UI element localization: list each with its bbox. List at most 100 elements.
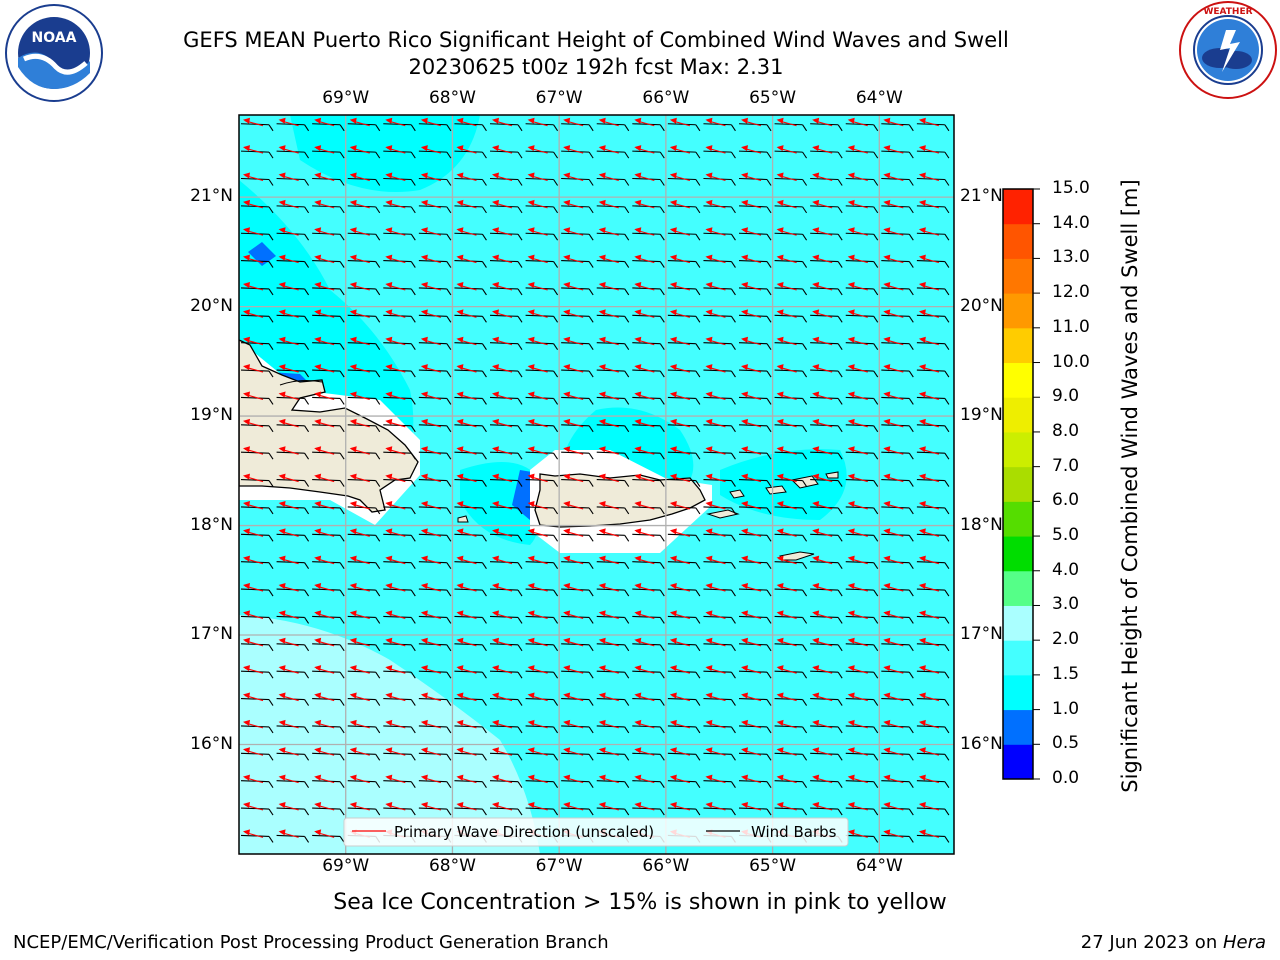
wave-arrow bbox=[243, 391, 264, 400]
wave-arrow bbox=[456, 555, 477, 565]
wind-barb bbox=[240, 506, 274, 515]
wave-arrow bbox=[741, 364, 762, 373]
wind-barb bbox=[703, 506, 736, 515]
wind-barb bbox=[667, 260, 701, 268]
wind-barb bbox=[774, 205, 808, 214]
wave-arrow bbox=[243, 254, 264, 264]
wave-arrow bbox=[598, 446, 619, 455]
wave-arrow bbox=[278, 637, 299, 647]
wave-arrow bbox=[314, 172, 335, 182]
wind-barb bbox=[596, 561, 630, 569]
wave-arrow bbox=[741, 309, 762, 318]
wind-barb bbox=[240, 287, 274, 296]
wave-arrow bbox=[385, 555, 406, 565]
wave-arrow bbox=[812, 500, 833, 510]
wind-barb bbox=[916, 533, 950, 542]
wind-barb bbox=[418, 451, 452, 460]
wave-arrow bbox=[634, 199, 655, 209]
wave-arrow bbox=[598, 336, 619, 346]
wave-arrow bbox=[669, 555, 691, 565]
wind-barb bbox=[347, 780, 381, 788]
wind-barb bbox=[703, 232, 736, 241]
calm-patch-north bbox=[290, 115, 480, 192]
wind-barb bbox=[881, 287, 914, 296]
wind-barb bbox=[738, 725, 772, 734]
colorbar-tick-label: 4.0 bbox=[1052, 559, 1080, 580]
wave-arrow bbox=[918, 555, 940, 565]
wind-barb bbox=[525, 588, 559, 597]
wind-barb bbox=[916, 697, 950, 706]
wave-arrow bbox=[278, 473, 299, 483]
wave-arrow bbox=[598, 281, 619, 291]
colorbar bbox=[1003, 188, 1040, 780]
wave-arrow bbox=[705, 610, 726, 619]
wave-arrow bbox=[598, 473, 619, 483]
wave-arrow bbox=[883, 227, 904, 236]
wind-barb bbox=[240, 150, 274, 159]
wind-barb bbox=[667, 506, 701, 515]
wave-arrow bbox=[563, 336, 584, 346]
wind-barb bbox=[667, 205, 701, 214]
wave-arrow bbox=[420, 583, 442, 592]
wind-barb bbox=[276, 424, 310, 433]
wave-arrow bbox=[527, 500, 548, 510]
wind-barb bbox=[596, 177, 630, 186]
wave-arrow bbox=[243, 802, 264, 811]
wind-barb bbox=[276, 314, 310, 323]
wave-arrow bbox=[634, 747, 655, 756]
wave-arrow bbox=[634, 665, 655, 674]
lon-label-bottom: 66°W bbox=[642, 856, 690, 876]
wave-arrow bbox=[847, 254, 868, 264]
wind-barb bbox=[596, 232, 630, 241]
wave-arrow bbox=[598, 254, 619, 264]
wave-arrow bbox=[314, 418, 335, 428]
wind-barb bbox=[454, 561, 487, 569]
wind-barb bbox=[489, 451, 523, 460]
wind-barb bbox=[276, 369, 310, 378]
wave-arrow bbox=[349, 336, 370, 346]
wind-barb bbox=[667, 643, 701, 652]
wind-barb bbox=[774, 287, 808, 296]
wave-arrow bbox=[669, 145, 691, 154]
wave-arrow bbox=[776, 528, 797, 537]
wind-barb bbox=[845, 396, 879, 405]
footer-credit: NCEP/EMC/Verification Post Processing Pr… bbox=[13, 932, 609, 953]
wave-arrow bbox=[385, 528, 406, 537]
wave-arrow bbox=[420, 418, 442, 428]
wind-barb bbox=[240, 260, 274, 268]
wave-arrow bbox=[634, 637, 655, 647]
wind-barb bbox=[454, 588, 487, 597]
wave-arrow bbox=[492, 391, 513, 400]
wind-barb bbox=[810, 424, 843, 433]
wave-arrow bbox=[349, 254, 370, 264]
wave-arrow bbox=[492, 227, 513, 236]
wave-arrow bbox=[847, 528, 868, 537]
wind-barb bbox=[383, 314, 416, 323]
wave-arrow bbox=[918, 719, 940, 729]
wave-arrow bbox=[243, 336, 264, 346]
wind-barb bbox=[276, 588, 310, 597]
wave-arrow bbox=[563, 199, 584, 209]
wave-arrow bbox=[314, 665, 335, 674]
wave-arrow bbox=[705, 802, 726, 811]
wave-arrow bbox=[420, 802, 442, 811]
wave-arrow bbox=[349, 610, 370, 619]
wind-barb bbox=[667, 725, 701, 734]
wind-barb bbox=[845, 615, 879, 624]
wind-barb bbox=[454, 205, 487, 214]
wind-barb bbox=[454, 479, 487, 487]
wave-arrow bbox=[314, 829, 335, 838]
wave-arrow bbox=[492, 418, 513, 428]
wind-barb bbox=[596, 725, 630, 734]
wave-arrow bbox=[456, 500, 477, 510]
wave-arrow bbox=[385, 637, 406, 647]
wave-arrow bbox=[776, 281, 797, 291]
wind-barb bbox=[525, 533, 559, 542]
wind-barb bbox=[525, 260, 559, 268]
wave-arrow bbox=[243, 829, 264, 838]
wave-arrow bbox=[918, 774, 940, 784]
wind-barb bbox=[383, 287, 416, 296]
wave-arrow bbox=[563, 692, 584, 702]
wind-barb bbox=[667, 807, 701, 816]
wave-arrow bbox=[634, 583, 655, 592]
